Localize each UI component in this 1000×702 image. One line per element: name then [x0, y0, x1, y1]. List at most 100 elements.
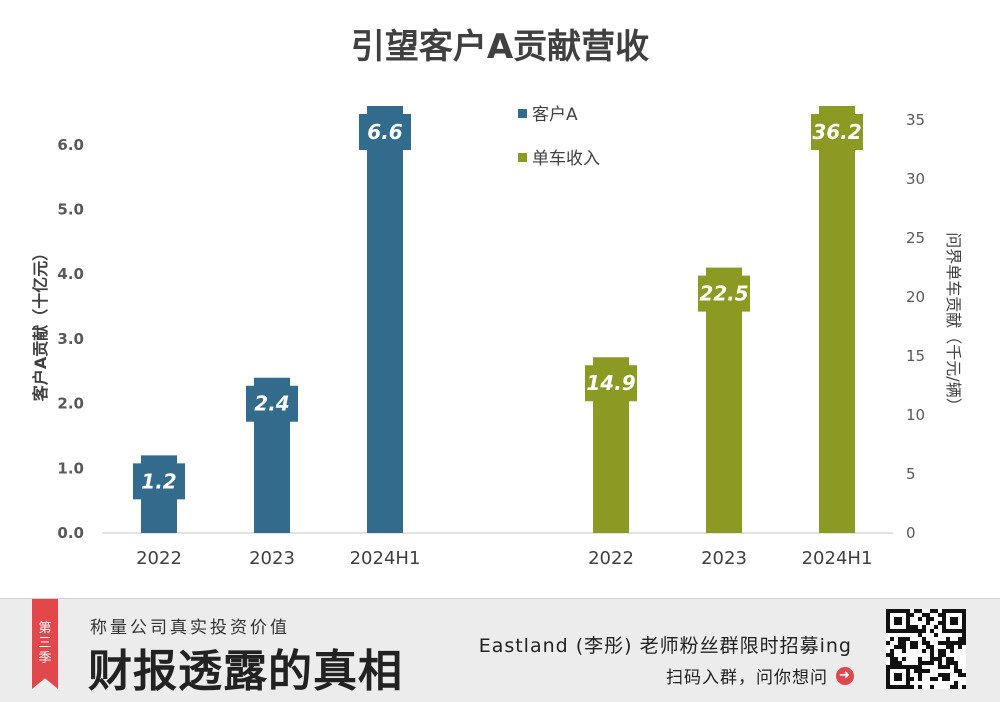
qr-module	[954, 685, 958, 689]
qr-module	[910, 677, 914, 681]
qr-module	[950, 685, 954, 689]
qr-module	[950, 649, 954, 653]
qr-module	[946, 657, 950, 661]
qr-module	[910, 613, 914, 617]
qr-module	[910, 665, 914, 669]
right-tick-label: 25	[906, 229, 925, 247]
qr-module	[910, 645, 914, 649]
season-char: 第	[38, 621, 52, 636]
qr-module	[894, 661, 898, 665]
qr-module	[918, 617, 922, 621]
qr-module	[926, 669, 930, 673]
qr-module	[942, 641, 946, 645]
qr-module	[918, 629, 922, 633]
qr-module	[914, 625, 918, 629]
qr-module	[930, 645, 934, 649]
qr-module	[914, 629, 918, 633]
data-label-box	[698, 275, 750, 312]
legend-swatch	[518, 153, 527, 162]
qr-module	[934, 625, 938, 629]
qr-module	[938, 657, 942, 661]
qr-module	[946, 665, 950, 669]
recruit-text: Eastland (李彤) 老师粉丝群限时招募ing	[478, 635, 852, 657]
qr-module	[886, 653, 890, 657]
bar	[706, 267, 742, 533]
season-char: 三	[38, 636, 52, 651]
bar	[819, 106, 855, 533]
qr-module	[918, 633, 922, 637]
qr-module	[918, 673, 922, 677]
bars: 1.2 2.4 6.6 14.9 22.5 36.2	[133, 106, 863, 533]
qr-module	[902, 637, 906, 641]
qr-module	[954, 665, 958, 669]
qr-module	[930, 609, 934, 613]
right-tick-label: 10	[906, 406, 925, 424]
qr-module	[898, 661, 902, 665]
qr-module	[930, 685, 934, 689]
qr-module	[926, 645, 930, 649]
arrow-right-icon[interactable]: ➜	[836, 666, 854, 685]
qr-module	[930, 617, 934, 621]
qr-module	[894, 645, 898, 649]
qr-module	[938, 641, 942, 645]
x-tick-label: 2022	[588, 548, 634, 569]
left-tick-label: 6.0	[57, 136, 84, 154]
x-axis-labels: 2022 2023 2024H1 2022 2023 2024H1	[136, 548, 872, 569]
qr-module	[950, 645, 954, 649]
qr-module	[962, 673, 966, 677]
qr-module	[946, 661, 950, 665]
qr-code-icon[interactable]	[886, 609, 966, 689]
qr-module	[922, 625, 926, 629]
qr-module	[946, 641, 950, 645]
left-tick-label: 1.0	[57, 459, 84, 477]
qr-module	[938, 653, 942, 657]
qr-module	[914, 665, 918, 669]
qr-module	[918, 657, 922, 661]
legend-swatch	[518, 109, 527, 118]
qr-module	[922, 629, 926, 633]
data-label-box	[359, 114, 411, 150]
qr-module	[914, 645, 918, 649]
qr-module	[890, 657, 894, 661]
qr-module	[922, 661, 926, 665]
qr-module	[902, 641, 906, 645]
qr-module	[942, 649, 946, 653]
qr-module	[962, 633, 966, 637]
qr-module	[934, 657, 938, 661]
x-tick-label: 2023	[249, 548, 295, 569]
qr-module	[958, 637, 962, 641]
qr-module	[926, 641, 930, 645]
qr-module	[898, 637, 902, 641]
data-label: 22.5	[699, 282, 748, 306]
right-tick-label: 0	[906, 524, 916, 542]
qr-module	[906, 637, 910, 641]
qr-module	[890, 661, 894, 665]
qr-module	[898, 641, 902, 645]
legend-entry: 单车收入	[532, 149, 600, 169]
legend: 客户A 单车收入	[518, 105, 600, 169]
qr-module	[954, 661, 958, 665]
qr-module	[914, 669, 918, 673]
qr-module	[958, 673, 962, 677]
qr-module	[930, 629, 934, 633]
qr-module	[918, 677, 922, 681]
qr-module	[902, 645, 906, 649]
right-axis-title: 问界单车贡献（千元/辆）	[944, 232, 963, 413]
brand-title: 财报透露的真相	[88, 646, 403, 697]
scan-prompt[interactable]: 扫码入群，问你想问 ➜	[666, 663, 854, 688]
qr-module	[946, 673, 950, 677]
right-tick-label: 20	[906, 288, 925, 306]
qr-module	[958, 669, 962, 673]
qr-module	[942, 677, 946, 681]
qr-module	[938, 665, 942, 669]
qr-module	[922, 649, 926, 653]
left-tick-label: 0.0	[57, 524, 84, 542]
qr-module	[938, 621, 942, 625]
qr-module	[942, 673, 946, 677]
qr-module	[946, 637, 950, 641]
promo-banner: 第 三 季 称量公司真实投资价值 财报透露的真相 Eastland (李彤) 老…	[0, 598, 1000, 702]
bar	[367, 106, 403, 533]
right-tick-label: 35	[906, 111, 925, 129]
qr-module	[902, 649, 906, 653]
